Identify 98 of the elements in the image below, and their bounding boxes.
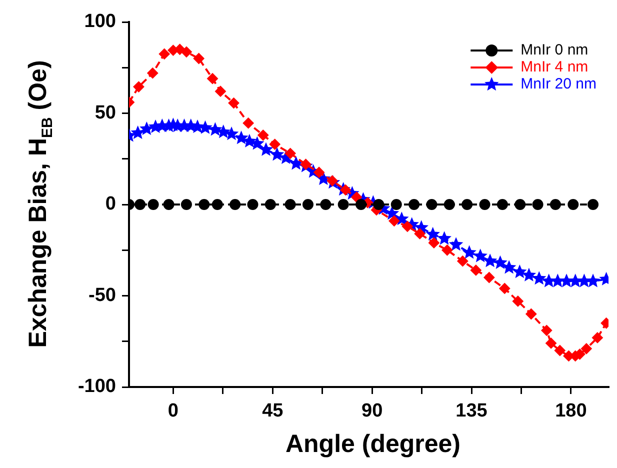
point <box>193 53 204 64</box>
point <box>428 237 440 248</box>
point <box>559 274 574 288</box>
point <box>198 199 210 210</box>
point <box>426 199 438 210</box>
point <box>130 125 145 140</box>
point <box>212 199 223 210</box>
point <box>288 156 304 170</box>
x-axis-title: Angle (degree) <box>284 430 462 459</box>
point <box>588 199 599 210</box>
point <box>542 274 556 288</box>
point <box>284 148 296 159</box>
point <box>134 199 146 210</box>
point <box>390 199 402 210</box>
point <box>482 254 498 268</box>
point <box>554 345 566 356</box>
point <box>247 199 258 210</box>
point <box>448 237 464 251</box>
point <box>568 274 582 288</box>
y-tick-label: 0 <box>105 194 116 215</box>
point <box>148 199 159 210</box>
point <box>242 118 254 129</box>
point <box>208 122 222 136</box>
point <box>234 130 248 144</box>
point <box>258 130 269 141</box>
point <box>351 192 362 203</box>
point <box>326 175 338 186</box>
point <box>586 274 600 288</box>
point <box>147 68 158 79</box>
point <box>214 86 226 97</box>
point <box>314 166 325 178</box>
point <box>284 199 296 210</box>
point <box>550 199 561 210</box>
point <box>269 138 280 150</box>
point <box>338 199 349 210</box>
legend-label: MnIr 20 nm <box>520 76 596 93</box>
point <box>163 199 174 210</box>
point <box>442 244 453 256</box>
point <box>228 98 240 109</box>
point <box>577 274 592 288</box>
point <box>356 199 367 210</box>
point <box>568 199 579 210</box>
point <box>300 158 312 170</box>
point <box>414 228 426 240</box>
point <box>499 282 510 294</box>
point <box>270 147 284 161</box>
point <box>580 343 592 354</box>
point <box>541 324 552 336</box>
point <box>444 199 455 210</box>
x-tick-label: 135 <box>456 400 488 422</box>
legend-label: MnIr 0 nm <box>520 42 588 59</box>
point <box>388 215 400 226</box>
y-tick-label: -100 <box>78 376 116 398</box>
point <box>550 274 565 288</box>
x-tick-label: 45 <box>262 400 284 422</box>
point <box>470 264 482 276</box>
point <box>522 268 536 282</box>
x-tick-label: 0 <box>168 400 178 422</box>
point <box>320 199 332 210</box>
y-tick-label: 50 <box>94 102 116 124</box>
y-tick-label: -50 <box>88 284 116 306</box>
legend-label: MnIr 4 nm <box>520 58 588 76</box>
point <box>592 332 603 344</box>
point <box>546 338 557 349</box>
point <box>437 231 452 245</box>
x-tick-label: 180 <box>555 400 587 422</box>
point <box>180 199 192 210</box>
point <box>526 308 537 320</box>
x-tick-label: 90 <box>361 400 383 422</box>
point <box>302 199 314 210</box>
point <box>340 184 352 196</box>
point <box>473 248 488 262</box>
point <box>180 46 192 58</box>
point <box>532 199 544 210</box>
point <box>457 256 468 267</box>
point <box>484 272 495 283</box>
point <box>514 199 526 210</box>
point <box>402 220 413 232</box>
point <box>502 260 516 274</box>
point <box>512 296 524 307</box>
point <box>230 199 241 210</box>
point <box>158 48 170 60</box>
point <box>426 226 440 240</box>
point <box>133 81 144 92</box>
y-tick-label: 100 <box>84 11 116 32</box>
point <box>462 199 473 210</box>
point <box>264 199 276 210</box>
point <box>512 264 527 278</box>
point <box>493 255 508 269</box>
point <box>496 199 508 210</box>
point <box>394 212 409 226</box>
point <box>532 271 546 285</box>
point <box>479 199 490 210</box>
point <box>462 245 476 259</box>
point <box>207 73 218 84</box>
point <box>408 199 420 210</box>
point <box>258 142 274 156</box>
point <box>373 199 384 210</box>
